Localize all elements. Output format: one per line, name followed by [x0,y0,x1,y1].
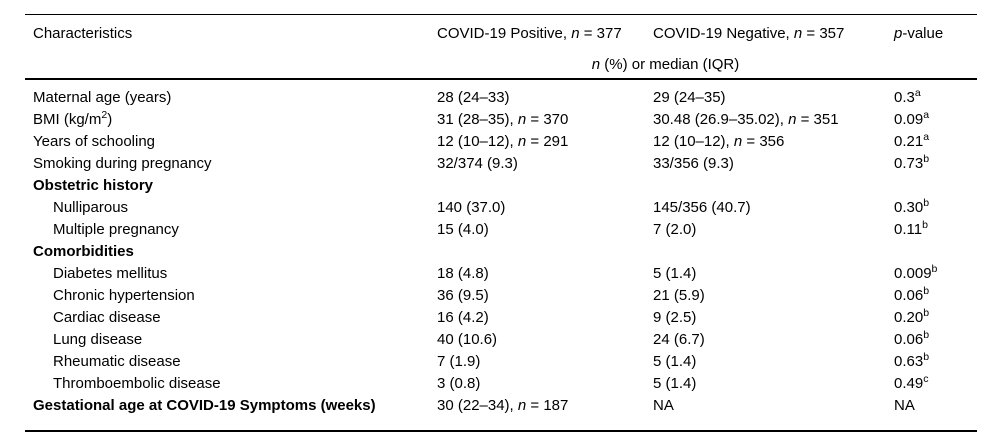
cell-covid-positive [437,240,653,262]
table-row: Thromboembolic disease 3 (0.8) 5 (1.4) 0.49… [25,372,977,394]
cell-characteristic: Years of schooling [33,132,156,150]
cell-characteristic: Lung disease [53,330,143,348]
table-header-row: Characteristics COVID-19 Positive, n = 3… [25,15,977,52]
cell-covid-negative: 5 (1.4) [653,264,697,282]
cell-covid-negative: 12 (10–12), n = 356 [653,132,785,150]
cell-covid-negative: 24 (6.7) [653,330,705,348]
cell-characteristic: Chronic hypertension [53,286,195,304]
table-row: Obstetric history [25,174,977,196]
cell-covid-positive: 7 (1.9) [437,352,481,370]
table-row: Cardiac disease 16 (4.2) 9 (2.5) 0.20b [25,306,977,328]
table-row: Years of schooling 12 (10–12), n = 291 12 … [25,130,977,152]
cell-covid-negative [653,240,894,262]
subheader-spacer-left [25,51,437,80]
cell-characteristic: Rheumatic disease [53,352,181,370]
cell-covid-positive: 30 (22–34), n = 187 [437,396,569,414]
cell-p-value: NA [894,396,915,414]
cell-covid-negative: 33/356 (9.3) [653,154,734,172]
table-row: Chronic hypertension 36 (9.5) 21 (5.9) 0.06… [25,284,977,306]
cell-p-value [894,174,977,196]
column-header-covid-negative: COVID-19 Negative, n = 357 [653,24,845,42]
cell-covid-negative: 5 (1.4) [653,352,697,370]
column-header-covid-positive: COVID-19 Positive, n = 377 [437,24,622,42]
cell-p-value: 0.73b [894,152,930,172]
table-row: Smoking during pregnancy 32/374 (9.3) 33/3… [25,152,977,174]
cell-covid-positive: 28 (24–33) [437,88,510,106]
cell-covid-negative: 29 (24–35) [653,88,726,106]
cell-characteristic: Smoking during pregnancy [33,154,212,172]
cell-p-value: 0.06b [894,328,930,348]
cell-characteristic: Maternal age (years) [33,88,172,106]
cell-covid-positive [437,174,653,196]
table-row: Comorbidities [25,240,977,262]
cell-covid-positive: 15 (4.0) [437,220,489,238]
table-row: Rheumatic disease 7 (1.9) 5 (1.4) 0.63b [25,350,977,372]
cell-p-value [894,240,977,262]
cell-covid-negative: 21 (5.9) [653,286,705,304]
cell-covid-positive: 12 (10–12), n = 291 [437,132,569,150]
cell-covid-negative [653,174,894,196]
cell-p-value: 0.3a [894,86,921,106]
cell-p-value: 0.49c [894,372,929,392]
cell-p-value: 0.21a [894,130,930,150]
table-body: Maternal age (years) 28 (24–33) 29 (24–35)… [25,79,977,431]
cell-covid-positive: 36 (9.5) [437,286,489,304]
cell-p-value: 0.009b [894,262,938,282]
table-row: Maternal age (years) 28 (24–33) 29 (24–35)… [25,79,977,108]
cell-p-value: 0.11b [894,218,928,238]
table-row: Gestational age at COVID-19 Symptoms (we… [25,394,977,431]
table-row: BMI (kg/m2) 31 (28–35), n = 370 30.48 (26.… [25,108,977,130]
table-subheader-row: n (%) or median (IQR) [25,51,977,80]
cell-covid-negative: 30.48 (26.9–35.02), n = 351 [653,110,839,128]
cell-covid-positive: 140 (37.0) [437,198,506,216]
cell-covid-positive: 3 (0.8) [437,374,481,392]
characteristics-table: Characteristics COVID-19 Positive, n = 3… [25,14,977,432]
subheader-spacer-right [894,51,977,80]
cell-characteristic: Multiple pregnancy [53,220,179,238]
cell-characteristic: Gestational age at COVID-19 Symptoms (we… [33,396,376,414]
column-header-characteristics: Characteristics [33,24,133,42]
table-row: Nulliparous 140 (37.0) 145/356 (40.7) 0.30b [25,196,977,218]
cell-covid-positive: 32/374 (9.3) [437,154,518,172]
table-row: Lung disease 40 (10.6) 24 (6.7) 0.06b [25,328,977,350]
cell-characteristic: Cardiac disease [53,308,161,326]
cell-p-value: 0.06b [894,284,930,304]
table-row: Multiple pregnancy 15 (4.0) 7 (2.0) 0.11b [25,218,977,240]
table-row: Diabetes mellitus 18 (4.8) 5 (1.4) 0.009b [25,262,977,284]
cell-characteristic: Obstetric history [33,176,154,194]
characteristics-table-container: Characteristics COVID-19 Positive, n = 3… [25,14,977,432]
subheader-units: n (%) or median (IQR) [437,51,894,80]
cell-p-value: 0.63b [894,350,930,370]
cell-p-value: 0.09a [894,108,930,128]
cell-covid-positive: 18 (4.8) [437,264,489,282]
cell-characteristic: Diabetes mellitus [53,264,168,282]
cell-covid-negative: 9 (2.5) [653,308,697,326]
table-header: Characteristics COVID-19 Positive, n = 3… [25,15,977,80]
cell-characteristic: Nulliparous [53,198,129,216]
cell-p-value: 0.20b [894,306,930,326]
cell-covid-negative: 7 (2.0) [653,220,697,238]
cell-covid-positive: 16 (4.2) [437,308,489,326]
cell-covid-positive: 31 (28–35), n = 370 [437,110,569,128]
cell-covid-positive: 40 (10.6) [437,330,498,348]
column-header-p-value: p-value [894,24,944,42]
cell-covid-negative: 145/356 (40.7) [653,198,751,216]
cell-characteristic: BMI (kg/m2) [33,108,113,128]
cell-covid-negative: 5 (1.4) [653,374,697,392]
cell-characteristic: Thromboembolic disease [53,374,221,392]
cell-p-value: 0.30b [894,196,930,216]
cell-characteristic: Comorbidities [33,242,134,260]
cell-covid-negative: NA [653,396,674,414]
